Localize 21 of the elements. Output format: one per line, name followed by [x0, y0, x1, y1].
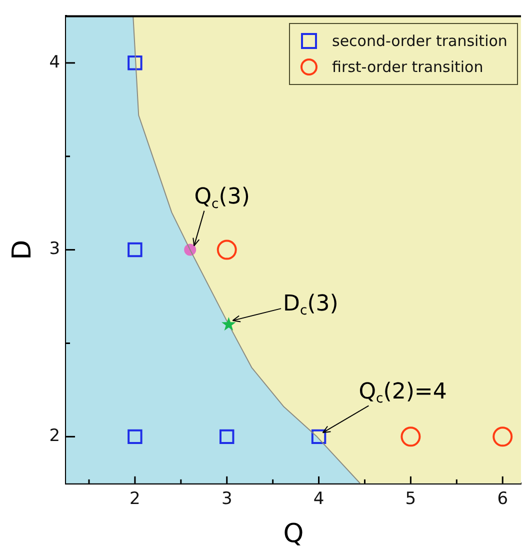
point: [311, 429, 326, 444]
legend-label: first-order transition: [332, 57, 484, 78]
x-axis-title: Q: [283, 519, 304, 550]
point: [220, 429, 234, 444]
point: [128, 242, 142, 258]
point: [128, 429, 142, 444]
y-tick-label: 2: [49, 426, 60, 446]
point: [128, 56, 142, 70]
x-tick-label: 2: [130, 489, 140, 510]
x-tick-label: 3: [221, 489, 232, 510]
x-tick-label: 5: [405, 489, 416, 510]
point: [492, 426, 513, 447]
point: [216, 240, 237, 260]
y-tick-label: 4: [49, 52, 60, 72]
y-tick-label: 3: [49, 239, 60, 260]
x-tick-label: 4: [313, 489, 324, 510]
point: [222, 317, 236, 331]
x-tick-label: 6: [497, 489, 508, 510]
legend-label: second-order transition: [332, 31, 508, 52]
y-axis-title: D: [7, 240, 38, 260]
point: [400, 426, 421, 447]
